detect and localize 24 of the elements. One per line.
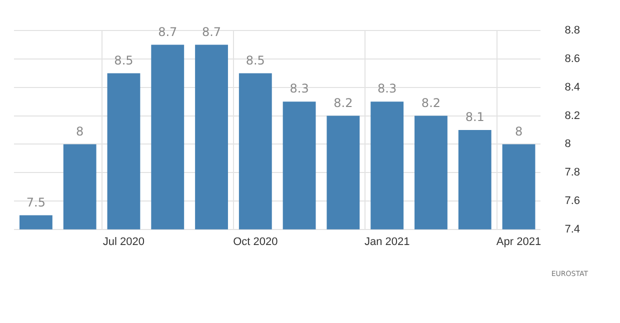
data-label: 8.1: [465, 110, 484, 124]
data-label: 8.3: [290, 82, 309, 96]
data-label: 8: [514, 124, 523, 138]
y-tick-label: 7.4: [564, 223, 580, 236]
x-tick-label: Jan 2021: [364, 236, 410, 248]
data-label: 8: [76, 124, 84, 138]
y-tick-label: 8.6: [564, 53, 580, 66]
y-tick-label: 7.8: [564, 166, 580, 179]
y-tick-label: 8.2: [564, 110, 580, 122]
y-tick-label: 8.8: [564, 24, 580, 37]
data-label: 7.5: [26, 195, 46, 210]
data-label: 8.3: [378, 82, 397, 96]
y-tick-label: 8.4: [564, 81, 580, 94]
x-tick-label: Apr 2021: [496, 236, 542, 248]
data-label: 8.7: [202, 24, 222, 39]
x-tick-label: Oct 2020: [233, 236, 278, 248]
data-label: 8.2: [334, 96, 353, 110]
x-tick-label: Jul 2020: [102, 236, 145, 248]
data-label: 8.5: [114, 53, 134, 68]
y-tick-label: 7.6: [564, 195, 580, 208]
data-label: 8.7: [158, 24, 178, 39]
data-label: 8.5: [246, 53, 265, 68]
data-label: 8.2: [421, 96, 441, 110]
y-tick-label: 8: [564, 138, 571, 150]
